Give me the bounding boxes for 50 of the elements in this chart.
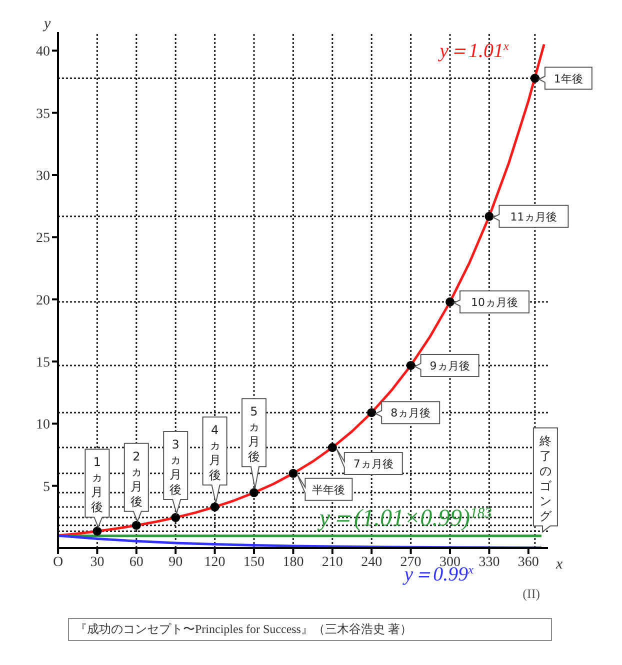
x-tick-label: 360 (518, 554, 539, 570)
x-tick-label: 30 (90, 554, 104, 570)
annotation: 9ヵ月後 (430, 359, 470, 372)
point (406, 360, 416, 370)
x-tick-label: 150 (244, 554, 264, 570)
annotation: 3ヵ月後 (170, 438, 182, 497)
y-tick-label: 40 (36, 44, 50, 60)
x-tick-label: 180 (282, 554, 304, 570)
y-axis-title: y (42, 16, 51, 32)
y-tick-label: 5 (43, 480, 50, 495)
point (92, 526, 102, 536)
annotation: 7ヵ月後 (353, 458, 394, 471)
annotation: 1年後 (554, 72, 583, 86)
x-tick-label: 210 (322, 554, 343, 570)
x-tick-label: 90 (168, 554, 183, 570)
series-label: y＝(1.01×0.99)$^{183}$ (317, 506, 492, 532)
x-tick-label: 240 (361, 554, 382, 570)
point (367, 408, 376, 418)
annotation: 8ヵ月後 (390, 406, 431, 420)
text: (II) (522, 586, 540, 601)
annotation: 10ヵ月後 (471, 296, 518, 309)
x-tick-label: O (52, 554, 64, 570)
point (171, 513, 180, 522)
y-tick-label: 20 (36, 293, 50, 308)
y-tick-label: 35 (36, 106, 50, 122)
annotation: 終了のゴング (538, 434, 552, 523)
annotation: 4ヵ月後 (208, 422, 221, 482)
y-tick-label: 15 (36, 355, 50, 370)
y-tick-label: 30 (36, 168, 50, 184)
x-tick-label: 120 (204, 554, 226, 570)
point (328, 443, 337, 452)
series-label: y＝1.01$^{x}$ (438, 38, 510, 62)
point (445, 297, 455, 306)
x-tick-label: 60 (129, 554, 144, 570)
x-axis-title: x (555, 556, 563, 572)
annotation: 11ヵ月後 (510, 210, 558, 224)
point (484, 212, 494, 221)
annotation: 1ヵ月後 (91, 455, 104, 514)
point (530, 74, 540, 83)
annotation: 半年後 (312, 483, 346, 496)
point (210, 502, 220, 512)
text: 『成功のコンセプト〜Principles for Success』（三木谷浩史 著） (68, 618, 552, 641)
annotation: 5ヵ月後 (248, 404, 260, 464)
annotation: 2ヵ月後 (130, 449, 142, 508)
point (132, 520, 141, 530)
y-tick-label: 10 (36, 418, 50, 433)
x-tick-label: 330 (478, 554, 500, 570)
point (249, 488, 259, 498)
y-tick-label: 25 (36, 231, 50, 246)
point (288, 468, 298, 478)
